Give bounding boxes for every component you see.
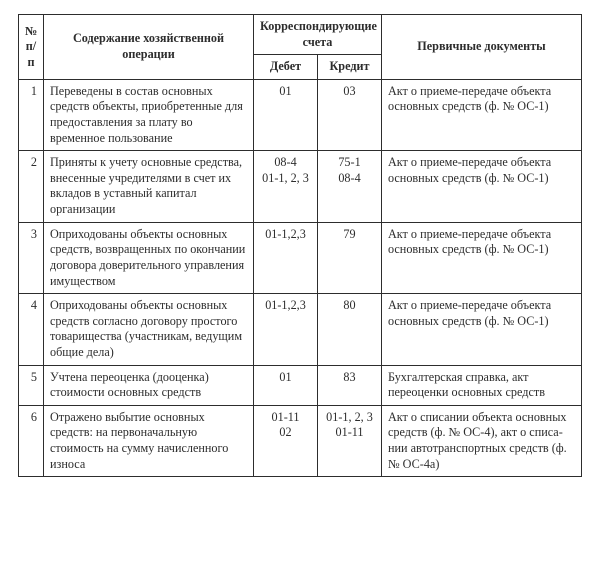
cell-documents: Акт о приеме-передаче объекта основных с… <box>382 79 582 150</box>
col-header-documents-text: Первичные документы <box>417 39 545 53</box>
cell-description: Переведены в состав основных средств объ… <box>44 79 254 150</box>
col-header-number-text: № п/п <box>25 24 37 69</box>
cell-number: 3 <box>19 222 44 293</box>
table-row: 3Оприходованы объекты ос­новных средств,… <box>19 222 582 293</box>
cell-number: 6 <box>19 405 44 476</box>
cell-documents: Акт о приеме-передаче объекта основных с… <box>382 151 582 222</box>
cell-credit: 03 <box>318 79 382 150</box>
cell-credit: 01-1, 2, 3 01-11 <box>318 405 382 476</box>
cell-description: Отражено выбытие основных средств: на пе… <box>44 405 254 476</box>
cell-debit: 01-1,2,3 <box>254 222 318 293</box>
table-header: № п/п Содержание хозяйственной операции … <box>19 15 582 80</box>
table-row: 5Учтена переоценка (дооценка) стоимости … <box>19 365 582 405</box>
accounting-entries-table: № п/п Содержание хозяйственной операции … <box>18 14 582 477</box>
table-body: 1Переведены в состав основных средств об… <box>19 79 582 476</box>
col-header-credit: Кредит <box>318 55 382 80</box>
cell-debit: 01-11 02 <box>254 405 318 476</box>
col-header-debit-text: Дебет <box>270 59 301 73</box>
cell-documents: Акт о приеме-передаче объекта основных с… <box>382 222 582 293</box>
cell-documents: Бухгалтерская справка, акт переоценки ос… <box>382 365 582 405</box>
col-header-debit: Дебет <box>254 55 318 80</box>
cell-number: 5 <box>19 365 44 405</box>
col-header-documents: Первичные документы <box>382 15 582 80</box>
cell-number: 2 <box>19 151 44 222</box>
cell-credit: 83 <box>318 365 382 405</box>
table-row: 1Переведены в состав основных средств об… <box>19 79 582 150</box>
cell-description: Учтена переоценка (дооценка) стоимости о… <box>44 365 254 405</box>
cell-number: 4 <box>19 294 44 365</box>
cell-credit: 79 <box>318 222 382 293</box>
col-header-number: № п/п <box>19 15 44 80</box>
cell-credit: 75-1 08-4 <box>318 151 382 222</box>
page: { "table": { "headers": { "num": "№ п/п"… <box>0 0 600 578</box>
table-row: 6Отражено выбытие основных средств: на п… <box>19 405 582 476</box>
cell-credit: 80 <box>318 294 382 365</box>
cell-description: Приняты к учету основные средства, внесе… <box>44 151 254 222</box>
cell-debit: 01-1,2,3 <box>254 294 318 365</box>
cell-number: 1 <box>19 79 44 150</box>
cell-documents: Акт о приеме-передаче объекта основных с… <box>382 294 582 365</box>
col-header-description: Содержание хозяйственной операции <box>44 15 254 80</box>
col-header-corresponding-accounts: Корреспондирующие счета <box>254 15 382 55</box>
col-header-credit-text: Кредит <box>329 59 369 73</box>
cell-documents: Акт о списании объекта основных средств … <box>382 405 582 476</box>
cell-debit: 08-4 01-1, 2, 3 <box>254 151 318 222</box>
table-row: 2Приняты к учету основные средства, внес… <box>19 151 582 222</box>
cell-description: Оприходованы объекты ос­новных средств с… <box>44 294 254 365</box>
table-row: 4Оприходованы объекты ос­новных средств … <box>19 294 582 365</box>
cell-debit: 01 <box>254 79 318 150</box>
col-header-corresponding-accounts-text: Корреспондирующие счета <box>260 19 377 49</box>
cell-description: Оприходованы объекты ос­новных средств, … <box>44 222 254 293</box>
cell-debit: 01 <box>254 365 318 405</box>
col-header-description-text: Содержание хозяйственной операции <box>73 31 224 61</box>
